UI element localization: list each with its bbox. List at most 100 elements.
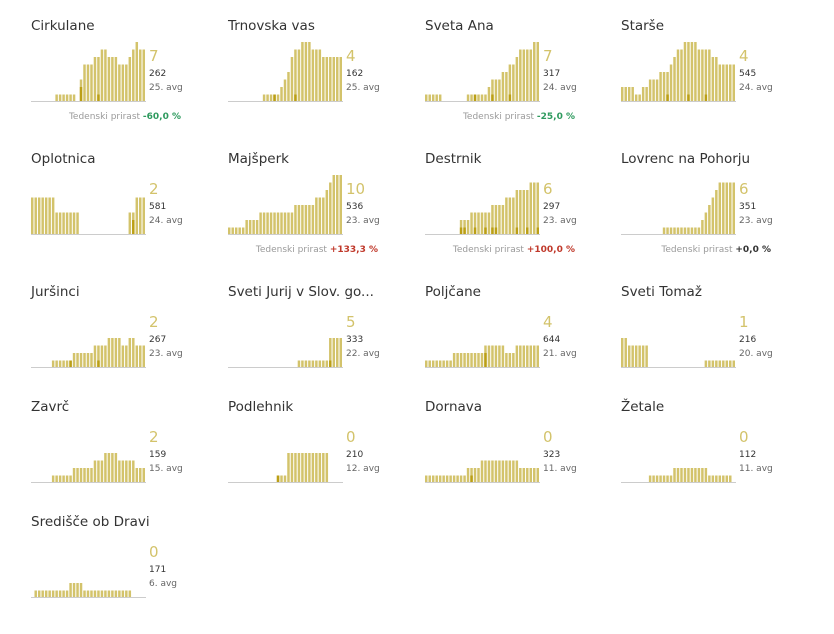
- chart-bar: [683, 227, 687, 235]
- municipality-card[interactable]: Trnovska vas 4 162 25. avg: [228, 18, 418, 138]
- chart-bar: [58, 475, 62, 483]
- chart-bar: [62, 94, 65, 102]
- chart-bar: [711, 57, 715, 102]
- municipality-card[interactable]: Cirkulane 7 262 25. avg Tedenski prirast -60…: [31, 18, 221, 138]
- chart-bar: [311, 453, 315, 483]
- chart-bar: [83, 468, 86, 483]
- chart-bar: [65, 360, 69, 368]
- chart-bar: [304, 453, 308, 483]
- chart-bar: [90, 353, 93, 368]
- latest-value: 7: [149, 47, 159, 65]
- chart-bar: [459, 353, 463, 368]
- chart-bar: [304, 42, 308, 102]
- municipality-card[interactable]: Dornava 0 323 11. avg: [425, 399, 615, 519]
- trend-chart: [621, 42, 736, 102]
- municipality-card[interactable]: Majšperk 10 536 23. avg Tedenski prirast +13…: [228, 151, 418, 271]
- chart-bar: [255, 220, 259, 235]
- chart-bar: [477, 353, 480, 368]
- chart-bar: [97, 590, 100, 598]
- chart-bar: [722, 64, 725, 102]
- card-title: Juršinci: [31, 284, 80, 300]
- avg-rank: 24. avg: [149, 216, 183, 226]
- chart-bar-highlight: [491, 94, 494, 102]
- chart-bar: [512, 460, 515, 483]
- municipality-card[interactable]: Poljčane 4 644 21. avg: [425, 284, 615, 404]
- trend-chart: [425, 460, 540, 483]
- chart-bar-highlight: [97, 360, 100, 368]
- chart-bar: [438, 360, 442, 368]
- municipality-card[interactable]: Zavrč 2 159 15. avg: [31, 399, 221, 519]
- chart-bar: [41, 197, 44, 235]
- chart-bar: [456, 475, 459, 483]
- chart-bar: [697, 49, 701, 102]
- chart-bar: [97, 345, 100, 368]
- chart-bar: [332, 338, 336, 368]
- chart-bar: [722, 475, 725, 483]
- chart-bar-highlight: [508, 94, 512, 102]
- municipality-card[interactable]: Lovrenc na Pohorju 6 351 23. avg Tedenski pr…: [621, 151, 811, 271]
- chart-bar: [648, 475, 652, 483]
- chart-bar: [491, 460, 494, 483]
- chart-bar: [118, 64, 121, 102]
- chart-bar: [655, 475, 659, 483]
- chart-bar: [128, 338, 132, 368]
- chart-bar: [69, 583, 72, 598]
- chart-bar: [638, 345, 641, 368]
- municipality-card[interactable]: Oplotnica 2 581 24. avg: [31, 151, 221, 271]
- chart-bar: [86, 353, 90, 368]
- chart-bar: [51, 590, 55, 598]
- chart-bar: [428, 360, 431, 368]
- chart-bar-highlight: [473, 227, 477, 235]
- chart-bar: [729, 360, 732, 368]
- chart-bar: [508, 353, 512, 368]
- chart-bar: [529, 345, 533, 368]
- chart-bar: [55, 212, 58, 235]
- chart-bar: [65, 475, 69, 483]
- chart-bar: [128, 57, 132, 102]
- chart-bar: [662, 475, 666, 483]
- chart-bar: [725, 64, 729, 102]
- municipality-card[interactable]: Sveti Jurij v Slov. go... 5 333 22. avg: [228, 284, 418, 404]
- chart-bar: [722, 182, 725, 235]
- chart-bar: [655, 79, 659, 102]
- chart-bar: [269, 212, 273, 235]
- chart-bar: [536, 42, 539, 102]
- chart-bar: [494, 79, 498, 102]
- municipality-card[interactable]: Starše 4 545 24. avg: [621, 18, 811, 138]
- chart-bar: [290, 57, 294, 102]
- trend-chart: [228, 453, 343, 483]
- municipality-card[interactable]: Središče ob Dravi 0 171 6. avg: [31, 514, 221, 634]
- chart-bar: [107, 57, 111, 102]
- total-value: 317: [543, 69, 561, 79]
- chart-bar: [732, 64, 735, 102]
- chart-bar: [694, 468, 697, 483]
- municipality-card[interactable]: Podlehnik 0 210 12. avg: [228, 399, 418, 519]
- municipality-card[interactable]: Sveta Ana 7 317 24. avg Tedenski prirast -25…: [425, 18, 615, 138]
- weekly-growth-label: Tedenski prirast: [462, 112, 537, 122]
- chart-bar-highlight: [494, 227, 498, 235]
- chart-bar: [526, 190, 529, 235]
- municipality-card[interactable]: Destrnik 6 297 23. avg Tedenski prirast +100…: [425, 151, 615, 271]
- chart-bar: [533, 345, 536, 368]
- chart-bar: [701, 220, 704, 235]
- chart-bar: [519, 468, 522, 483]
- weekly-growth-label: Tedenski prirast: [661, 245, 736, 255]
- total-value: 159: [149, 450, 167, 460]
- avg-rank: 23. avg: [149, 349, 183, 359]
- municipality-card[interactable]: Juršinci 2 267 23. avg: [31, 284, 221, 404]
- trend-chart: [31, 42, 146, 102]
- chart-bar: [76, 353, 79, 368]
- chart-bar: [135, 197, 139, 235]
- chart-bar: [245, 220, 248, 235]
- trend-chart: [621, 338, 736, 368]
- municipality-card[interactable]: Žetale 0 112 11. avg: [621, 399, 811, 519]
- total-value: 545: [739, 69, 757, 79]
- chart-bar: [241, 227, 245, 235]
- chart-bar: [234, 227, 238, 235]
- municipality-card[interactable]: Sveti Tomaž 1 216 20. avg: [621, 284, 811, 404]
- chart-bar: [79, 468, 83, 483]
- chart-bar: [79, 583, 83, 598]
- chart-bar: [466, 468, 470, 483]
- chart-bar: [315, 360, 318, 368]
- chart-bar: [508, 460, 512, 483]
